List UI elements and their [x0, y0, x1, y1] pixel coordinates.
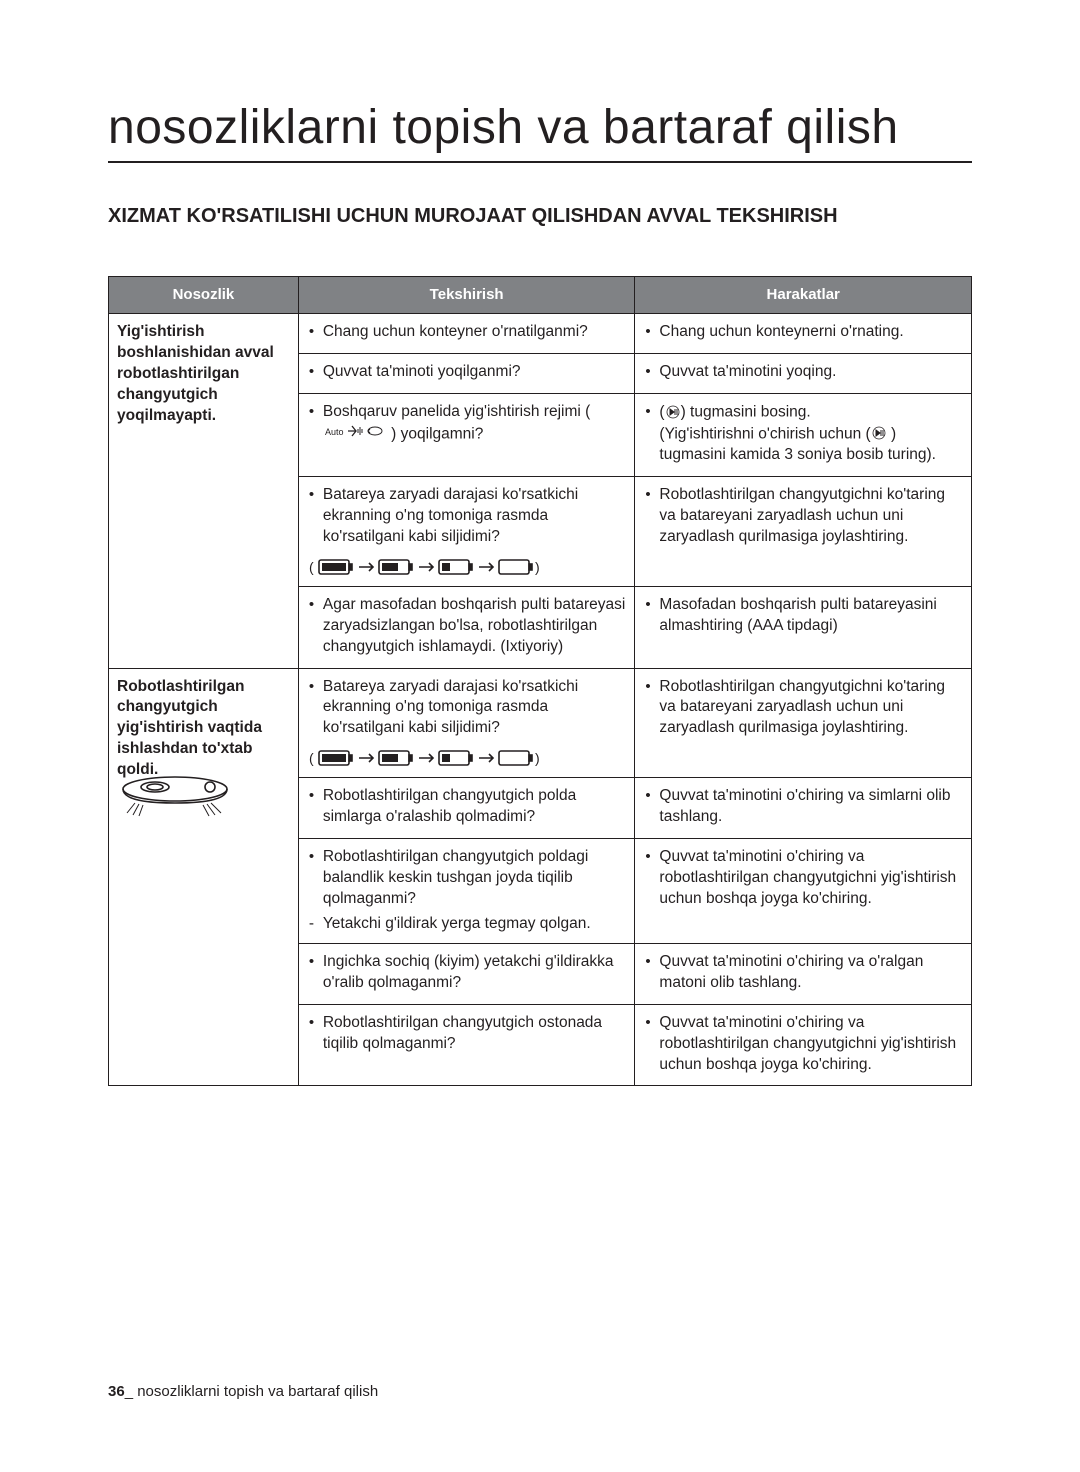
check-text: Ingichka sochiq (kiyim) yetakchi g'ildir… — [307, 952, 627, 994]
text-fragment: ) tugmasini bosing. (Yig'ishtirishni o'c… — [659, 404, 870, 442]
action-cell: Robotlashtirilgan changyutgichni ko'tari… — [635, 668, 972, 778]
action-cell: Quvvat ta'minotini o'chiring va robotlas… — [635, 839, 972, 944]
check-text: Batareya zaryadi darajasi ko'rsatkichi e… — [307, 485, 627, 548]
play-pause-icon — [871, 424, 887, 445]
action-text: Quvvat ta'minotini o'chiring va o'ralgan… — [643, 952, 963, 994]
check-text: Chang uchun konteyner o'rnatilganmi? — [307, 322, 627, 343]
section-heading: XIZMAT KO'RSATILISHI UCHUN MUROJAAT QILI… — [108, 203, 972, 230]
action-text: Masofadan boshqarish pulti batareyasini … — [643, 595, 963, 637]
check-cell: Batareya zaryadi darajasi ko'rsatkichi e… — [298, 476, 635, 586]
check-cell: Ingichka sochiq (kiyim) yetakchi g'ildir… — [298, 943, 635, 1004]
check-text: Robotlashtirilgan changyutgich ostonada … — [307, 1013, 627, 1055]
header-check: Tekshirish — [298, 277, 635, 314]
svg-text:): ) — [535, 559, 540, 575]
footer-text: nosozliklarni topish va bartaraf qilish — [137, 1383, 378, 1400]
check-cell: Robotlashtirilgan changyutgich poldagi b… — [298, 839, 635, 944]
action-cell: Quvvat ta'minotini o'chiring va robotlas… — [635, 1004, 972, 1086]
check-text: Robotlashtirilgan changyutgich poldagi b… — [307, 847, 627, 910]
action-cell: Quvvat ta'minotini yoqing. — [635, 354, 972, 394]
action-text: Quvvat ta'minotini o'chiring va simlarni… — [643, 786, 963, 828]
check-cell: Chang uchun konteyner o'rnatilganmi? — [298, 314, 635, 354]
robot-vacuum-icon — [115, 773, 235, 826]
action-cell: Chang uchun konteynerni o'rnating. — [635, 314, 972, 354]
svg-text:): ) — [535, 750, 540, 766]
action-text: Quvvat ta'minotini o'chiring va robotlas… — [643, 1013, 963, 1076]
battery-sequence-icon: ( — [307, 554, 627, 578]
text-fragment: Boshqaruv panelida yig'ishtirish rejimi … — [323, 403, 590, 420]
problem-text: Robotlashtirilgan changyutgich yig'ishti… — [117, 678, 262, 779]
action-text: Quvvat ta'minotini yoqing. — [643, 362, 963, 383]
action-cell: Robotlashtirilgan changyutgichni ko'tari… — [635, 476, 972, 586]
footer-sep: _ — [125, 1383, 138, 1400]
troubleshoot-table: Nosozlik Tekshirish Harakatlar Yig'ishti… — [108, 276, 972, 1086]
action-text: Robotlashtirilgan changyutgichni ko'tari… — [643, 677, 963, 740]
check-cell: Agar masofadan boshqarish pulti batareya… — [298, 586, 635, 668]
check-cell: Robotlashtirilgan changyutgich polda sim… — [298, 778, 635, 839]
page-title: nosozliklarni topish va bartaraf qilish — [108, 100, 972, 163]
check-cell: Quvvat ta'minoti yoqilganmi? — [298, 354, 635, 394]
check-text: Robotlashtirilgan changyutgich polda sim… — [307, 786, 627, 828]
action-cell: () tugmasini bosing. (Yig'ishtirishni o'… — [635, 394, 972, 477]
header-action: Harakatlar — [635, 277, 972, 314]
action-text: Robotlashtirilgan changyutgichni ko'tari… — [643, 485, 963, 548]
page-footer: 36_ nosozliklarni topish va bartaraf qil… — [108, 1383, 378, 1400]
action-cell: Quvvat ta'minotini o'chiring va o'ralgan… — [635, 943, 972, 1004]
battery-sequence-icon: ( ) — [307, 745, 627, 769]
action-cell: Masofadan boshqarish pulti batareyasini … — [635, 586, 972, 668]
text-fragment: ) yoqilgamni? — [391, 426, 483, 443]
page-number: 36 — [108, 1383, 125, 1400]
check-text: Batareya zaryadi darajasi ko'rsatkichi e… — [307, 677, 627, 740]
problem-1: Yig'ishtirish boshlanishidan avval robot… — [109, 314, 299, 668]
check-cell: Boshqaruv panelida yig'ishtirish rejimi … — [298, 394, 635, 477]
check-text: Agar masofadan boshqarish pulti batareya… — [307, 595, 627, 658]
play-pause-icon — [665, 402, 681, 423]
check-cell: Robotlashtirilgan changyutgich ostonada … — [298, 1004, 635, 1086]
problem-2: Robotlashtirilgan changyutgich yig'ishti… — [109, 668, 299, 1086]
svg-text:(: ( — [309, 750, 314, 766]
header-problem: Nosozlik — [109, 277, 299, 314]
check-cell: Batareya zaryadi darajasi ko'rsatkichi e… — [298, 668, 635, 778]
svg-text:Auto: Auto — [325, 427, 344, 437]
action-cell: Quvvat ta'minotini o'chiring va simlarni… — [635, 778, 972, 839]
check-text: Quvvat ta'minoti yoqilganmi? — [307, 362, 627, 383]
svg-text:(: ( — [309, 559, 314, 575]
action-text: Chang uchun konteynerni o'rnating. — [643, 322, 963, 343]
action-text: () tugmasini bosing. (Yig'ishtirishni o'… — [643, 402, 963, 466]
check-text: Boshqaruv panelida yig'ishtirish rejimi … — [307, 402, 627, 446]
check-sub-text: Yetakchi g'ildirak yerga tegmay qolgan. — [307, 914, 627, 935]
mode-icons: Auto — [325, 423, 385, 446]
action-text: Quvvat ta'minotini o'chiring va robotlas… — [643, 847, 963, 910]
